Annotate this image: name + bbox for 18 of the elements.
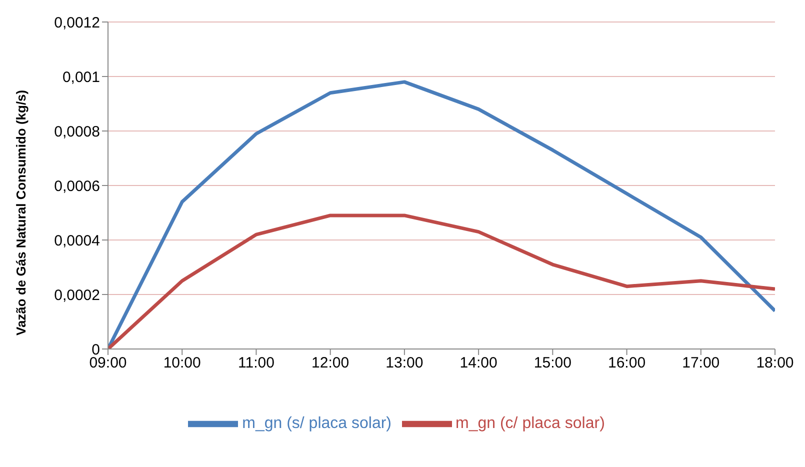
y-tick-label: 0,0002 (54, 286, 100, 304)
x-tick-label: 13:00 (386, 354, 424, 372)
y-axis-title: Vazão de Gás Natural Consumido (kg/s) (14, 90, 29, 336)
x-tick-label: 11:00 (238, 354, 274, 372)
x-tick-label: 18:00 (756, 354, 794, 372)
x-tick-label: 10:00 (163, 354, 201, 372)
y-tick-label: 0,0004 (54, 232, 100, 250)
y-tick-label: 0,0008 (54, 123, 100, 140)
x-tick-label: 15:00 (534, 354, 572, 372)
legend-label: m_gn (c/ placa solar) (456, 415, 605, 432)
x-tick-label: 14:00 (460, 354, 498, 372)
y-tick-label: 0,0012 (54, 14, 100, 32)
y-tick-label: 0,0006 (54, 178, 100, 195)
legend-label: m_gn (s/ placa solar) (242, 415, 392, 432)
x-tick-label: 17:00 (682, 354, 720, 372)
x-tick-label: 16:00 (608, 354, 646, 372)
x-tick-label: 12:00 (312, 354, 350, 372)
y-tick-label: 0,001 (62, 68, 100, 86)
